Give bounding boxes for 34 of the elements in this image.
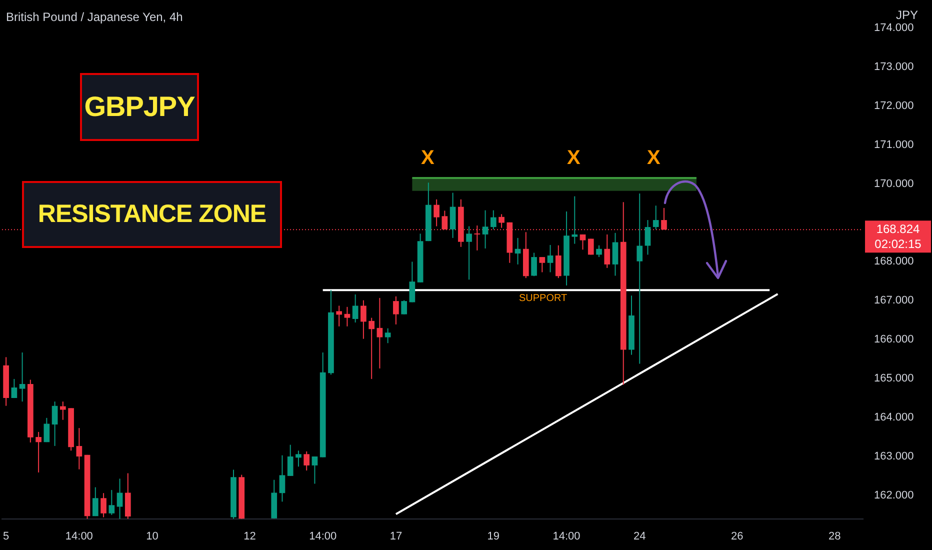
x-tick-label: 12: [244, 530, 256, 542]
ref-line-label: 168.824: [876, 222, 920, 236]
y-tick-label: 171.000: [874, 138, 914, 151]
y-tick-label: 172.000: [874, 100, 914, 112]
annotation: SUPPORT: [519, 293, 568, 304]
annotation: X: [567, 147, 580, 170]
text: 02:02:15: [874, 236, 922, 251]
x-tick-label: 17: [390, 530, 402, 542]
y-tick-label: 163.000: [874, 450, 914, 463]
chart-title: British Pound / Japanese Yen, 4h: [6, 10, 183, 24]
x-tick-label: 26: [730, 530, 744, 542]
y-tick-label: 166.000: [874, 334, 914, 346]
candlestick: [572, 196, 578, 244]
annotation: RESISTANCE ZONE: [22, 181, 282, 248]
x-tick-label: 28: [828, 530, 841, 542]
y-tick-label: 168.000: [874, 256, 914, 268]
y-tick-label: 165.000: [874, 372, 914, 385]
x-tick-label: 5: [2, 530, 10, 542]
y-axis-title: JPY: [896, 8, 918, 22]
y-tick-label: 164.000: [874, 412, 914, 424]
x-tick-label: 14:00: [552, 530, 580, 542]
y-tick-label: 167.000: [874, 294, 914, 307]
x-tick-label: 19: [487, 530, 500, 542]
x-tick-label: 10: [146, 530, 158, 542]
annotation: X: [647, 147, 660, 170]
x-tick-label: 24: [634, 530, 646, 542]
y-tick-label: 162.000: [874, 489, 914, 502]
x-tick-label: 14:00: [309, 530, 337, 542]
y-tick-label: 173.000: [874, 60, 914, 73]
annotation: GBPJPY: [80, 73, 199, 141]
y-tick-label: 174.000: [874, 22, 914, 34]
annotation: X: [421, 147, 434, 170]
x-tick-label: 14:00: [65, 530, 93, 542]
y-tick-label: 170.000: [874, 178, 914, 190]
